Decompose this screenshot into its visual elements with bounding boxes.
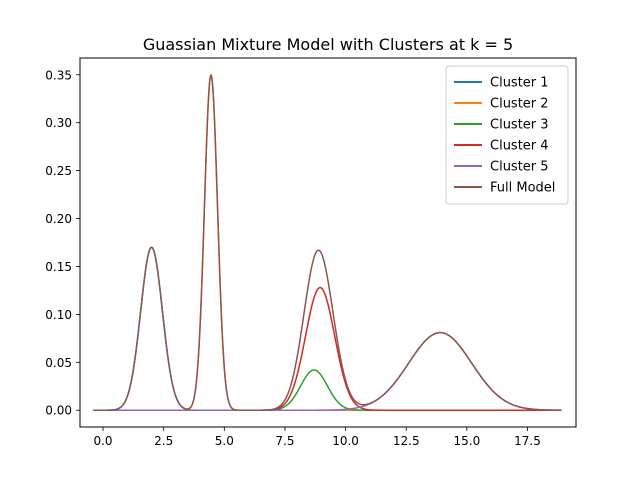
x-tick-label: 12.5 <box>393 434 420 448</box>
legend-label: Cluster 3 <box>490 118 549 133</box>
x-tick-label: 0.0 <box>93 434 112 448</box>
y-tick-label: 0.35 <box>45 68 72 82</box>
x-axis: 0.0 2.5 5.0 7.5 10.0 12.5 15.0 17.5 <box>93 427 541 448</box>
legend: Cluster 1 Cluster 2 Cluster 3 Cluster 4 Clus… <box>445 65 569 205</box>
legend-box <box>445 65 569 205</box>
x-tick-label: 10.0 <box>332 434 359 448</box>
y-tick-label: 0.25 <box>45 164 72 178</box>
legend-label: Cluster 4 <box>490 139 549 154</box>
chart-title: Guassian Mixture Model with Clusters at … <box>143 35 513 54</box>
series-line-full-model <box>93 74 562 411</box>
y-tick-label: 0.05 <box>45 356 72 370</box>
legend-label: Cluster 1 <box>490 76 549 91</box>
x-tick-label: 17.5 <box>514 434 541 448</box>
x-tick-label: 5.0 <box>215 434 234 448</box>
legend-label: Cluster 5 <box>490 160 549 175</box>
y-tick-label: 0.00 <box>45 404 72 418</box>
x-tick-label: 15.0 <box>453 434 480 448</box>
y-tick-label: 0.20 <box>45 212 72 226</box>
y-tick-label: 0.30 <box>45 116 72 130</box>
x-tick-label: 2.5 <box>154 434 173 448</box>
legend-label: Full Model <box>490 181 555 196</box>
y-tick-label: 0.15 <box>45 260 72 274</box>
plot-frame <box>79 57 577 428</box>
y-axis: 0.00 0.05 0.10 0.15 0.20 0.25 0.30 0.35 <box>45 68 80 418</box>
y-tick-label: 0.10 <box>45 308 72 322</box>
plot-lines <box>93 74 562 411</box>
legend-label: Cluster 2 <box>490 97 549 112</box>
x-tick-label: 7.5 <box>275 434 294 448</box>
